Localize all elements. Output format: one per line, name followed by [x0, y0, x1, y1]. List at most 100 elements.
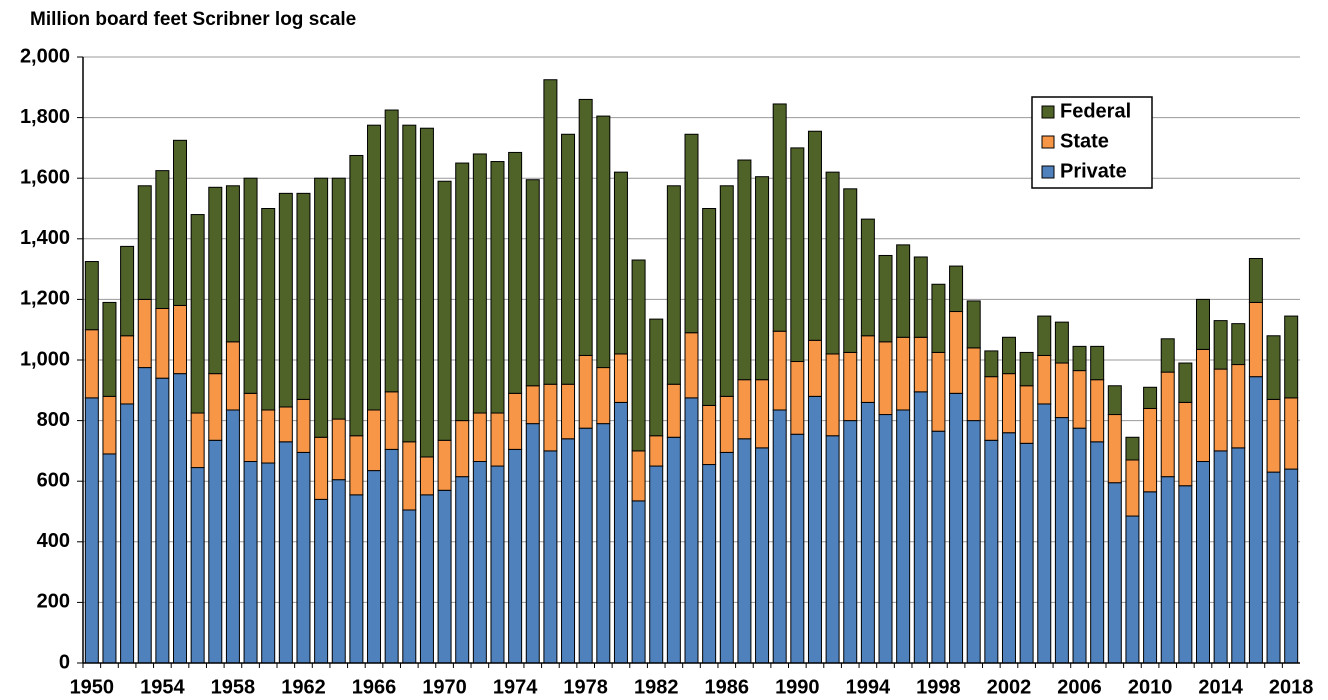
bar-segment: [402, 509, 417, 664]
legend-swatch: [1041, 105, 1055, 119]
bar-segment: [455, 476, 470, 664]
bar-segment: [1284, 315, 1299, 399]
bar-segment: [1107, 482, 1122, 664]
bar-segment: [649, 435, 664, 467]
bar-segment: [1195, 461, 1210, 664]
bar-segment: [331, 177, 346, 420]
bar-segment: [631, 450, 646, 502]
bar-segment: [243, 177, 258, 394]
x-tick-label: 1970: [422, 676, 467, 698]
bar-segment: [173, 139, 188, 306]
bar-segment: [896, 409, 911, 664]
bar-segment: [1160, 371, 1175, 478]
y-tick-label: 400: [37, 530, 70, 552]
bar-segment: [543, 79, 558, 385]
bar-segment: [155, 170, 170, 309]
bar-segment: [137, 367, 152, 664]
legend-swatch: [1041, 135, 1055, 149]
bar-segment: [367, 124, 382, 411]
bar-segment: [578, 354, 593, 429]
bar-segment: [684, 397, 699, 664]
bar-segment: [367, 470, 382, 664]
y-tick-label: 600: [37, 469, 70, 491]
x-tick-label: 1990: [775, 676, 820, 698]
bar-segment: [878, 341, 893, 416]
bar-segment: [684, 332, 699, 399]
bar-segment: [137, 298, 152, 369]
bar-segment: [490, 161, 505, 414]
bar-segment: [1090, 345, 1105, 381]
bar-segment: [1001, 373, 1016, 434]
bar-segment: [190, 467, 205, 664]
bar-segment: [807, 339, 822, 397]
bar-segment: [472, 461, 487, 664]
bar-segment: [543, 450, 558, 664]
bar-segment: [737, 379, 752, 440]
x-tick-label: 1994: [846, 676, 891, 698]
bar-segment: [966, 347, 981, 422]
bar-segment: [719, 451, 734, 664]
bar-segment: [1054, 362, 1069, 419]
legend: Federal State Private: [1031, 96, 1153, 189]
bar-segment: [190, 412, 205, 469]
bar-segment: [949, 265, 964, 313]
bar-segment: [719, 395, 734, 453]
bar-segment: [525, 385, 540, 425]
bar-segment: [1019, 385, 1034, 444]
bar-segment: [1090, 379, 1105, 443]
x-tick-label: 2006: [1057, 676, 1102, 698]
bar-segment: [296, 451, 311, 664]
bar-segment: [1178, 485, 1193, 664]
bar-segment: [596, 115, 611, 369]
bar-segment: [525, 423, 540, 664]
bar-segment: [1248, 257, 1263, 303]
bar-segment: [243, 461, 258, 664]
bar-segment: [1284, 397, 1299, 470]
bar-segment: [1213, 450, 1228, 664]
bar-segment: [649, 318, 664, 437]
bar-segment: [1125, 436, 1140, 461]
bar-segment: [666, 185, 681, 385]
bar-segment: [1072, 427, 1087, 664]
bar-segment: [966, 420, 981, 664]
bar-segment: [1054, 321, 1069, 364]
bar-segment: [790, 361, 805, 435]
bar-segment: [419, 494, 434, 664]
bar-segment: [684, 133, 699, 334]
bar-segment: [772, 103, 787, 332]
y-tick-label: 1,000: [20, 348, 70, 370]
bar-segment: [1266, 471, 1281, 664]
x-tick-label: 2018: [1269, 676, 1314, 698]
bar-segment: [755, 379, 770, 449]
bar-segment: [419, 127, 434, 458]
bar-segment: [349, 435, 364, 496]
bar-segment: [208, 439, 223, 664]
bar-segment: [561, 383, 576, 440]
bar-segment: [1143, 491, 1158, 664]
bar-segment: [984, 439, 999, 664]
bar-segment: [261, 208, 276, 411]
bar-segment: [84, 261, 99, 331]
x-tick-label: 1954: [140, 676, 185, 698]
bar-segment: [913, 336, 928, 393]
bar-segment: [913, 256, 928, 338]
x-tick-label: 1950: [70, 676, 115, 698]
bar-segment: [613, 353, 628, 403]
bar-segment: [1248, 376, 1263, 664]
chart-title: Million board feet Scribner log scale: [30, 9, 356, 30]
bar-segment: [331, 479, 346, 664]
bar-segment: [437, 489, 452, 664]
bar-segment: [666, 383, 681, 438]
bar-segment: [825, 353, 840, 437]
bar-segment: [649, 465, 664, 664]
bar-segment: [1090, 441, 1105, 664]
bar-segment: [1125, 515, 1140, 664]
bar-segment: [367, 409, 382, 472]
bar-segment: [843, 351, 858, 422]
bar-segment: [173, 373, 188, 664]
bar-segment: [331, 418, 346, 481]
bar-segment: [120, 245, 135, 337]
bar-segment: [155, 307, 170, 379]
bar-segment: [437, 180, 452, 441]
